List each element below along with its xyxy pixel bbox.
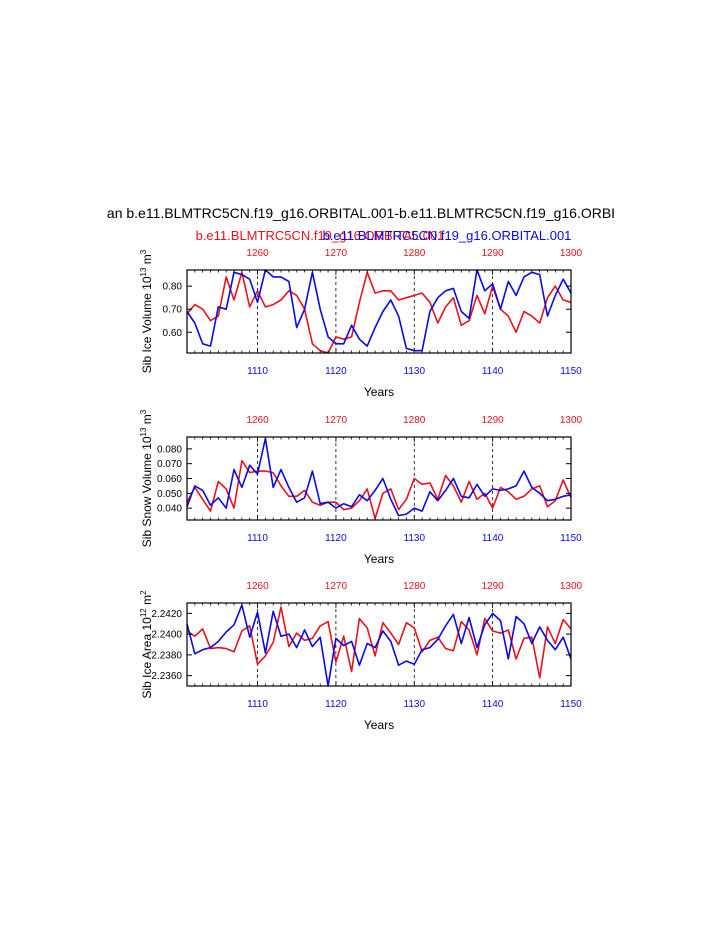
series-line-blue xyxy=(186,269,572,352)
x-tick-label-top: 1260 xyxy=(246,415,269,426)
plot-frame xyxy=(186,602,572,687)
y-tick-label: 0.050 xyxy=(157,489,182,500)
x-tick-label-top: 1270 xyxy=(325,415,348,426)
y-tick-label: 0.040 xyxy=(157,504,182,515)
y-tick-label: 0.070 xyxy=(157,459,182,470)
legend-blue-label: b.e11.BLMTRC5CN.f19_g16.ORBITAL.001 xyxy=(323,228,572,243)
y-tick-label: 2.2400 xyxy=(151,630,182,641)
x-tick-label-bottom: 1140 xyxy=(482,699,504,710)
x-tick-label-bottom: 1140 xyxy=(482,533,504,544)
x-axis-title: Years xyxy=(364,552,394,566)
y-tick-label: 0.60 xyxy=(163,328,183,339)
chart-panel-1: 0.60 0.70 0.80 1110 1120 1130 1140 1150 1260 1270… xyxy=(139,248,583,399)
y-axis-title: Sib Ice Volume 1013 m3 xyxy=(139,249,154,373)
series-line-red xyxy=(186,271,572,354)
x-tick-label-top: 1280 xyxy=(403,415,426,426)
x-tick-label-bottom: 1130 xyxy=(404,366,426,377)
y-tick-label: 2.2380 xyxy=(151,650,182,661)
x-tick-label-top: 1280 xyxy=(403,248,426,259)
x-tick-label-top: 1290 xyxy=(482,581,505,592)
x-tick-label-bottom: 1130 xyxy=(404,699,426,710)
x-axis-title: Years xyxy=(364,718,394,732)
x-tick-label-bottom: 1110 xyxy=(247,366,268,377)
x-tick-label-top: 1290 xyxy=(482,415,505,426)
x-tick-label-bottom: 1150 xyxy=(560,366,582,377)
x-tick-label-top: 1290 xyxy=(482,248,505,259)
y-axis-title: Sib Ice Area 1012 m2 xyxy=(139,590,154,699)
legend-red-label: b.e11.BLMTRC5CN.f19_g16.ORBITAL.001 xyxy=(196,228,445,243)
y-tick-label: 0.060 xyxy=(157,474,182,485)
x-tick-label-top: 1300 xyxy=(560,415,583,426)
plot-frame xyxy=(186,269,572,354)
x-tick-label-top: 1260 xyxy=(246,581,269,592)
chart-panel-3: 2.2360 2.2380 2.2400 2.2420 1110 1120 1130 1140… xyxy=(139,581,583,732)
x-tick-label-bottom: 1140 xyxy=(482,366,504,377)
x-tick-label-bottom: 1110 xyxy=(247,699,268,710)
x-tick-label-bottom: 1120 xyxy=(325,699,347,710)
y-tick-label: 2.2420 xyxy=(151,609,182,620)
y-tick-label: 2.2360 xyxy=(151,671,182,682)
x-tick-label-top: 1260 xyxy=(246,248,269,259)
x-tick-label-top: 1270 xyxy=(325,248,348,259)
x-tick-label-bottom: 1120 xyxy=(325,533,347,544)
figure-title: an b.e11.BLMTRC5CN.f19_g16.ORBITAL.001-b… xyxy=(107,205,615,221)
series-line-red xyxy=(186,459,572,520)
chart-panel-2: 0.040 0.050 0.060 0.070 0.080 1110 1120 1130 114… xyxy=(139,409,583,566)
x-tick-label-bottom: 1110 xyxy=(247,533,268,544)
x-axis-title: Years xyxy=(364,385,394,399)
series-line-blue xyxy=(186,604,572,687)
x-tick-label-bottom: 1150 xyxy=(560,533,582,544)
y-tick-label: 0.70 xyxy=(163,305,183,316)
x-tick-label-top: 1300 xyxy=(560,581,583,592)
x-tick-label-top: 1280 xyxy=(403,581,426,592)
series-line-blue xyxy=(186,437,572,517)
y-tick-label: 0.080 xyxy=(157,444,182,455)
x-tick-label-bottom: 1150 xyxy=(560,699,582,710)
x-tick-label-top: 1300 xyxy=(560,248,583,259)
chart-panels: 0.60 0.70 0.80 1110 1120 1130 1140 1150 1260 1270… xyxy=(139,248,583,732)
x-tick-label-bottom: 1130 xyxy=(404,533,426,544)
x-tick-label-bottom: 1120 xyxy=(325,366,347,377)
x-tick-label-top: 1270 xyxy=(325,581,348,592)
y-axis-title: Sib Snow Volume 1013 m3 xyxy=(139,409,154,547)
y-tick-label: 0.80 xyxy=(163,282,183,293)
